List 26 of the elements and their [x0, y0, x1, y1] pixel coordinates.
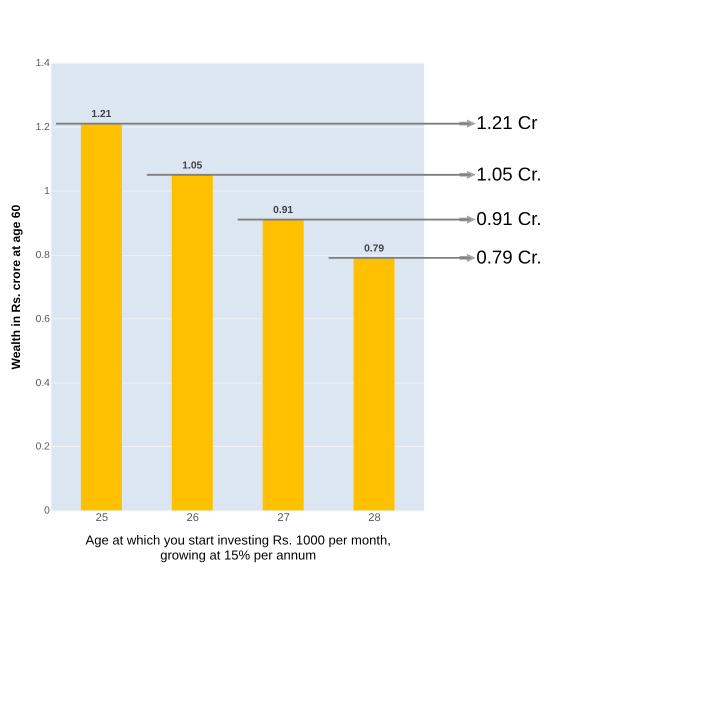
ref-line-label: 0.91 Cr.	[476, 208, 542, 230]
data-label: 1.05	[182, 160, 203, 172]
bar	[354, 258, 395, 510]
x-tick-label: 28	[368, 512, 381, 524]
y-tick-label: 0.4	[36, 378, 50, 389]
ref-line-label: 0.79 Cr.	[476, 246, 542, 268]
bar	[262, 220, 304, 510]
y-tick-label: 0.2	[36, 442, 50, 453]
x-tick-label: 27	[277, 512, 290, 524]
y-tick-label: 1	[44, 186, 50, 198]
y-tick-label: 0	[44, 506, 50, 517]
data-label: 1.21	[91, 109, 112, 120]
y-tick-label: 0.6	[36, 314, 50, 325]
y-tick-label: 1.2	[36, 122, 50, 134]
y-tick-label: 0.8	[36, 250, 50, 261]
x-tick-label: 26	[186, 512, 199, 524]
x-tick-label: 25	[96, 512, 108, 524]
data-label: 0.91	[273, 205, 294, 216]
data-label: 0.79	[364, 243, 384, 254]
ref-line-label: 1.21 Cr	[476, 112, 538, 134]
ref-line-label: 1.05 Cr.	[476, 163, 542, 184]
x-axis-title: Age at which you start investing Rs. 1000 per month, growing at 15% per annum	[86, 532, 391, 562]
y-axis-title: Wealth in Rs. crore at age 60	[8, 204, 23, 370]
bar	[80, 124, 122, 510]
y-tick-label: 1.4	[36, 58, 50, 70]
bar	[172, 174, 213, 510]
